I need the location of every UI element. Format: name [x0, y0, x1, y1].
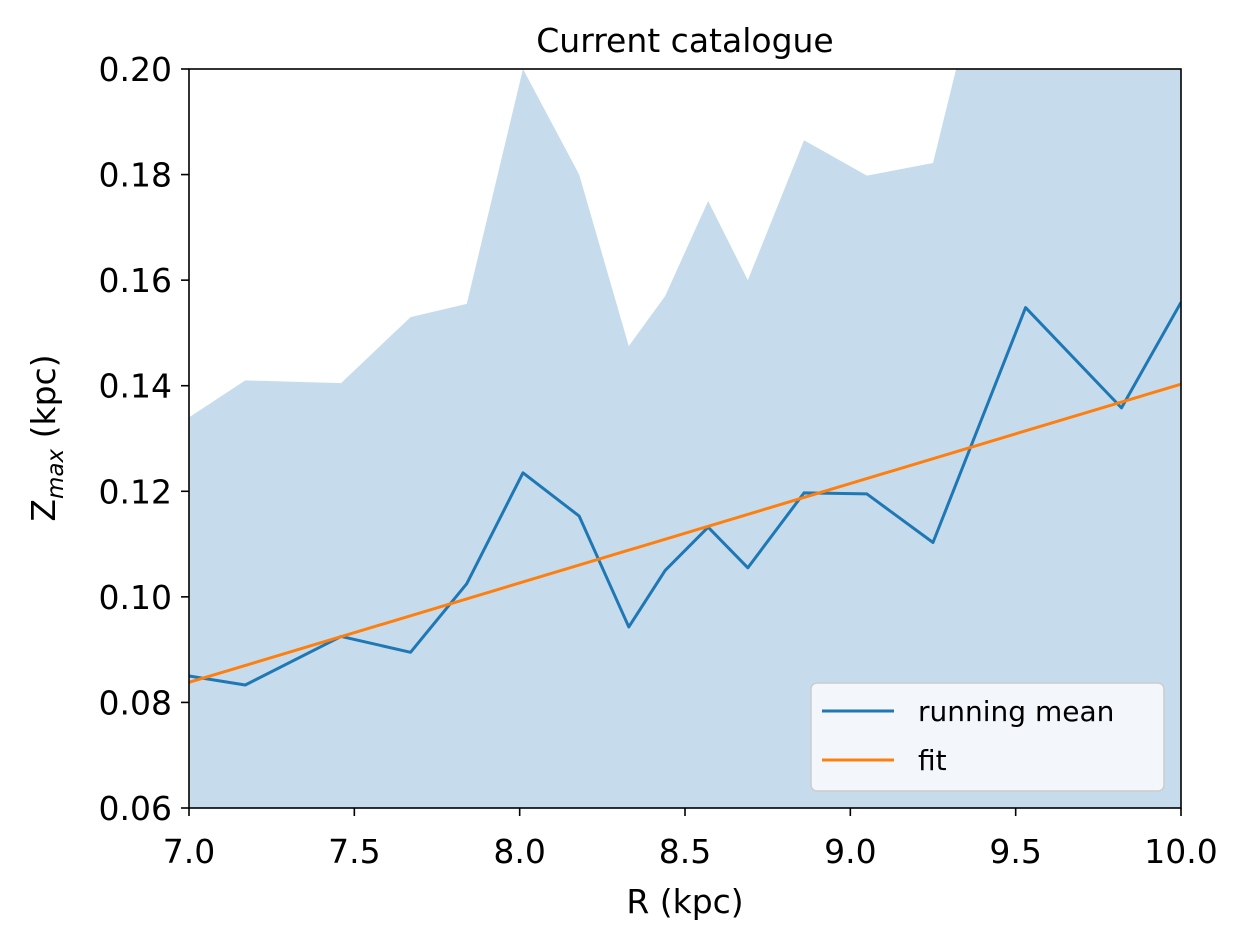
chart-title: Current catalogue [536, 21, 833, 60]
y-tick-label: 0.14 [99, 367, 172, 406]
legend-label-fit: fit [918, 744, 947, 777]
x-tick-label: 10.0 [1144, 832, 1217, 871]
legend: running mean fit [810, 682, 1165, 792]
y-axis-title: Zmax (kpc) [24, 354, 69, 521]
y-tick-label: 0.18 [99, 156, 172, 195]
x-tick-label: 8.0 [493, 832, 545, 871]
legend-box [810, 682, 1165, 792]
y-axis-title-suffix: (kpc) [24, 354, 63, 448]
x-tick-label: 7.0 [163, 832, 215, 871]
legend-label-running-mean: running mean [918, 695, 1114, 728]
y-tick-label: 0.12 [99, 472, 172, 511]
series-line-running-mean [189, 301, 1181, 687]
x-tick-label: 7.5 [328, 832, 380, 871]
x-axis-title: R (kpc) [626, 882, 743, 921]
y-axis-title-sub: max [43, 448, 69, 498]
y-tick-label: 0.16 [99, 261, 172, 300]
y-tick-label: 0.10 [99, 578, 172, 617]
series-line-fit [189, 382, 1181, 684]
x-tick-label: 9.0 [824, 832, 876, 871]
x-tick-label: 9.5 [989, 832, 1041, 871]
y-axis-title-main: Z [24, 499, 63, 522]
spread-band [189, 69, 1181, 808]
y-tick-label: 0.06 [99, 789, 172, 828]
x-tick-label: 8.5 [659, 832, 711, 871]
y-tick-label: 0.20 [99, 50, 172, 89]
y-tick-label: 0.08 [99, 683, 172, 722]
